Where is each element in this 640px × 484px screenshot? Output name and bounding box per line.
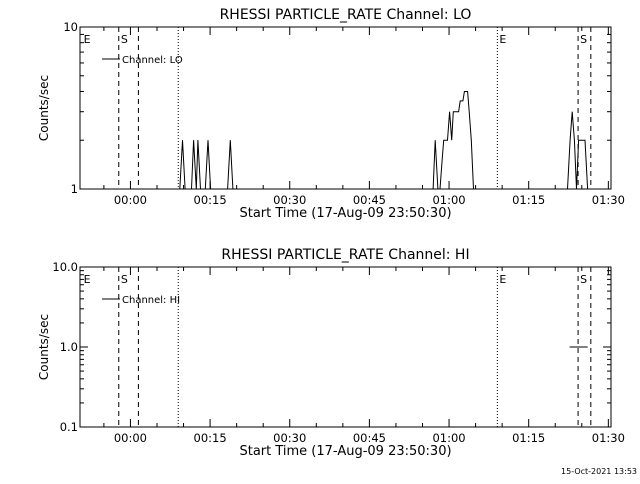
x-tick-label: 00:30 [273,431,306,445]
event-marker-label: S [580,273,587,286]
y-tick-label: 1 [71,182,78,196]
x-tick-label: 00:00 [114,431,147,445]
x-tick-label: 00:15 [194,431,227,445]
panel-lo: RHESSI PARTICLE_RATE Channel: LO 00:00 00:… [37,7,625,221]
y-tick-label: 10 [63,20,78,34]
x-tick-label: 01:15 [512,431,545,445]
event-marker-label: E [84,273,91,286]
legend-entry: Channel: HI [122,295,180,306]
legend-entry: Channel: LO [122,55,183,66]
x-tick-label: 00:15 [194,193,227,207]
x-tick-label: 01:15 [512,193,545,207]
event-marker-label: E [84,33,91,46]
chart-title: RHESSI PARTICLE_RATE Channel: LO [220,7,472,23]
x-tick-label: 01:00 [432,193,465,207]
x-tick-label: 01:00 [432,431,465,445]
footer-timestamp: 15-Oct-2021 13:53 [561,467,637,476]
plot-frame [79,26,612,190]
y-axis-label: Counts/sec [37,314,51,380]
x-tick-label: 00:00 [114,193,147,207]
x-axis-label: Start Time (17-Aug-09 23:50:30) [239,206,451,221]
x-tick-label: 00:45 [353,193,386,207]
panel-hi: RHESSI PARTICLE_RATE Channel: HI 00:00 00:… [37,247,625,459]
event-marker-label: S [121,33,128,46]
plot-frame [79,266,612,428]
x-axis-label: Start Time (17-Aug-09 23:50:30) [239,444,451,459]
data-series-line [179,140,212,190]
y-tick-label: 0.1 [60,420,78,434]
x-tick-label: 00:30 [273,193,306,207]
x-tick-label: 01:30 [592,193,625,207]
y-axis-label: Counts/sec [37,75,51,141]
chart-title: RHESSI PARTICLE_RATE Channel: HI [221,247,469,263]
event-marker-label: E [499,273,506,286]
event-marker-label: S [121,273,128,286]
y-tick-label: 1.0 [60,340,78,354]
x-tick-label: 01:30 [592,431,625,445]
data-series-line [227,140,234,190]
x-tick-label: 00:45 [353,431,386,445]
y-tick-label: 10.0 [52,260,78,274]
event-marker-label: S [580,33,587,46]
event-marker-label: E [499,33,506,46]
data-series-line [432,91,474,190]
data-series-line [567,111,589,190]
